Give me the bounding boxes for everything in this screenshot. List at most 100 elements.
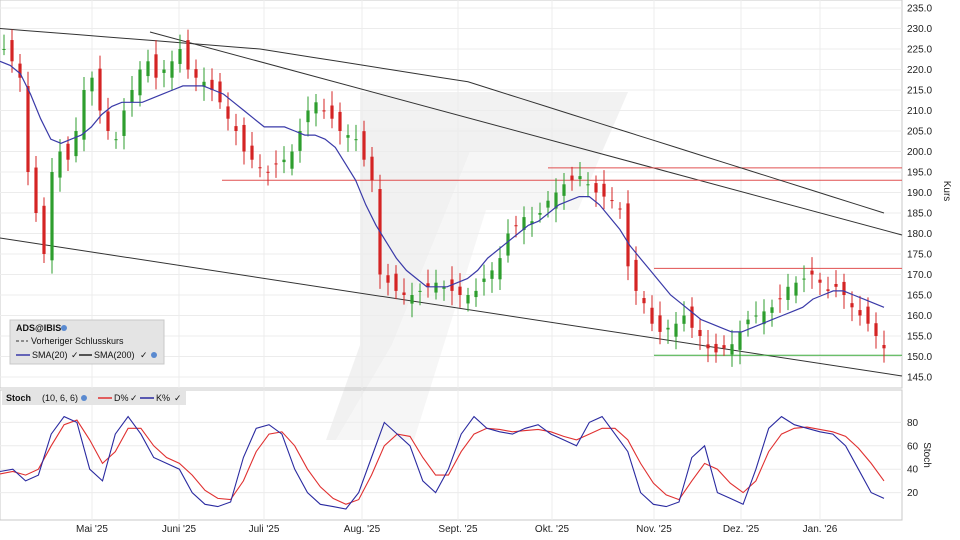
candle-body [834, 284, 838, 287]
stoch-params: (10, 6, 6) [42, 393, 78, 403]
candle-body [330, 105, 334, 119]
candle-body [386, 275, 390, 283]
candle-body [570, 175, 574, 181]
price-y-axis-label: Kurs [941, 181, 952, 202]
candle-body [394, 273, 398, 291]
candle-body [490, 270, 494, 279]
price-y-tick-label: 165.0 [907, 291, 932, 302]
candle-body [402, 292, 406, 295]
sma200-line [0, 28, 885, 214]
price-y-tick-label: 180.0 [907, 229, 932, 240]
legend-k: K% [156, 393, 170, 403]
candle-body [642, 298, 646, 304]
sma200-toggle-icon[interactable]: ✓ [140, 350, 148, 360]
candle-body [770, 307, 774, 313]
candle-body [650, 307, 654, 324]
candle-body [730, 344, 734, 355]
symbol-settings-icon[interactable] [61, 325, 67, 331]
candle-body [66, 143, 70, 160]
price-y-tick-label: 195.0 [907, 168, 932, 179]
price-y-tick-label: 235.0 [907, 4, 932, 15]
candle-body [346, 135, 350, 138]
price-y-tick-label: 155.0 [907, 332, 932, 343]
candle-body [850, 303, 854, 308]
candle-body [82, 90, 86, 140]
candle-body [266, 171, 270, 173]
k-toggle-icon[interactable]: ✓ [174, 393, 182, 403]
candle-body [234, 126, 238, 131]
x-tick-label: Sept. '25 [438, 524, 478, 535]
price-y-tick-label: 190.0 [907, 188, 932, 199]
price-y-tick-label: 225.0 [907, 45, 932, 56]
stoch-legend: Stoch (10, 6, 6) D% ✓ K% ✓ [2, 391, 186, 405]
candle-body [802, 278, 806, 280]
stoch-y-tick-label: 40 [907, 465, 919, 476]
d-toggle-icon[interactable]: ✓ [130, 393, 138, 403]
legend-sma200: SMA(200) [94, 350, 135, 360]
candle-body [866, 306, 870, 324]
candle-body [42, 205, 46, 254]
candle-body [722, 345, 726, 349]
sma200-settings-icon[interactable] [151, 352, 157, 358]
candle-body [410, 295, 414, 304]
candle-body [218, 81, 222, 103]
price-y-tick-label: 205.0 [907, 127, 932, 138]
candle-body [258, 167, 262, 169]
candle-body [746, 319, 750, 325]
stoch-settings-icon[interactable] [81, 395, 87, 401]
candle-body [634, 259, 638, 291]
legend-d: D% [114, 393, 129, 403]
candle-body [2, 49, 6, 50]
x-tick-label: Dez. '25 [723, 524, 760, 535]
candle-body [842, 281, 846, 295]
candle-body [34, 167, 38, 213]
x-tick-label: Jan. '26 [803, 524, 838, 535]
price-legend-box [9, 319, 165, 365]
candles [2, 29, 886, 367]
stoch-k-line [0, 415, 885, 510]
candle-body [482, 278, 486, 282]
stoch-panel [0, 389, 903, 521]
candle-body [762, 311, 766, 325]
x-tick-label: Juli '25 [249, 524, 280, 535]
sma20-toggle-icon[interactable]: ✓ [71, 350, 79, 360]
candle-body [506, 233, 510, 256]
candle-body [738, 331, 742, 350]
candle-body [26, 86, 30, 172]
stoch-y-axis: 80 60 40 20 [907, 418, 919, 499]
price-y-tick-label: 150.0 [907, 352, 932, 363]
candle-body [434, 282, 438, 293]
candle-body [682, 315, 686, 324]
candle-body [282, 159, 286, 163]
candle-body [138, 69, 142, 96]
candle-body [706, 344, 710, 349]
candle-body [458, 286, 462, 295]
candle-body [178, 49, 182, 64]
candle-body [18, 63, 22, 78]
candle-body [794, 282, 798, 296]
legend-symbol: ADS@IBIS [16, 323, 61, 333]
candle-body [146, 61, 150, 77]
candle-body [370, 156, 374, 181]
stoch-grid [0, 390, 902, 520]
candle-body [50, 172, 54, 261]
candle-body [306, 110, 310, 123]
candle-body [322, 110, 326, 112]
trend-line-upper [149, 31, 903, 236]
candle-body [74, 131, 78, 157]
candle-body [594, 183, 598, 193]
candle-body [314, 102, 318, 114]
candle-body [194, 69, 198, 78]
legend-prev-close: Vorheriger Schlusskurs [31, 336, 124, 346]
candle-body [202, 81, 206, 87]
price-legend: ADS@IBIS Vorheriger Schlusskurs SMA(20) … [9, 319, 165, 365]
sma20-line [0, 60, 885, 333]
candle-body [626, 203, 630, 267]
candle-body [186, 40, 190, 70]
price-y-tick-label: 230.0 [907, 24, 932, 35]
candle-body [858, 310, 862, 316]
candle-body [90, 77, 94, 92]
candle-body [754, 315, 758, 317]
stoch-y-tick-label: 20 [907, 488, 919, 499]
